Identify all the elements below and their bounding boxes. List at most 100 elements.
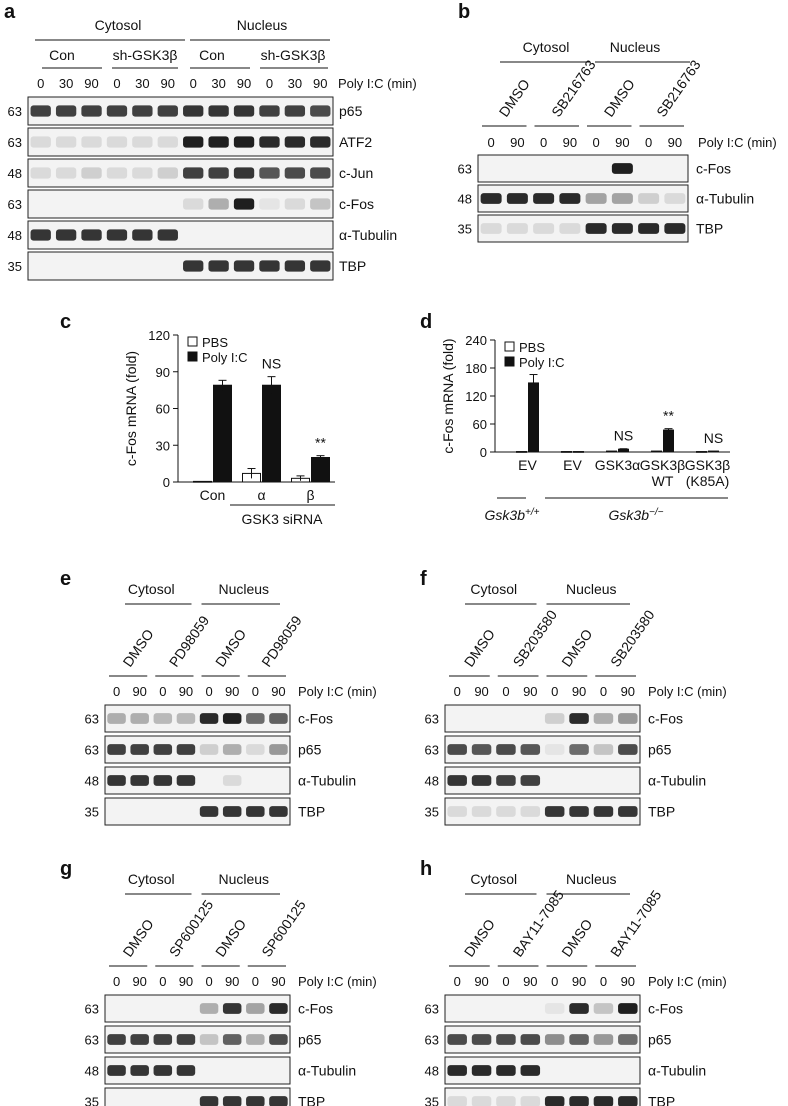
blot-label: TBP <box>696 221 723 237</box>
band <box>310 167 331 179</box>
band <box>30 136 51 148</box>
y-tick-label: 120 <box>148 328 170 343</box>
treatment-label: DMSO <box>496 76 533 120</box>
band <box>107 713 126 724</box>
mw-marker: 63 <box>425 1033 439 1048</box>
band <box>176 713 196 724</box>
blot-label: p65 <box>298 742 322 758</box>
band <box>153 1065 173 1076</box>
blot-label: p65 <box>298 1032 322 1048</box>
band <box>246 1096 265 1106</box>
blot-frame <box>104 1087 291 1106</box>
bar-polyic <box>311 457 330 483</box>
time-label: 90 <box>474 684 488 699</box>
band <box>132 105 153 117</box>
band <box>30 167 51 179</box>
time-label: 90 <box>510 135 524 150</box>
mw-marker: 48 <box>425 1064 439 1079</box>
band <box>208 136 229 148</box>
significance-label: NS <box>262 356 281 372</box>
band <box>107 775 126 786</box>
legend-entry: Poly I:C <box>519 355 565 370</box>
band <box>310 105 331 117</box>
blot-c-Fos: 63 c-Fos <box>425 704 683 733</box>
band <box>506 193 528 204</box>
band <box>310 136 331 148</box>
band <box>246 806 265 817</box>
band <box>593 1096 614 1106</box>
blot-frame <box>104 766 291 795</box>
time-label: 0 <box>252 684 259 699</box>
blot-label: c-Fos <box>298 1001 333 1017</box>
band <box>618 1096 638 1106</box>
time-label: 0 <box>205 974 212 989</box>
band <box>284 260 306 272</box>
band <box>157 136 178 148</box>
band <box>269 1096 288 1106</box>
band <box>480 193 502 204</box>
band <box>284 105 306 117</box>
band <box>480 223 502 234</box>
band <box>269 1003 288 1014</box>
time-label: 90 <box>225 974 239 989</box>
group-label-nucleus: Nucleus <box>218 871 269 887</box>
blot-p65: 63 p65 <box>425 1025 672 1054</box>
treatment-label: DMSO <box>461 916 498 960</box>
blot-label: α-Tubulin <box>298 1063 356 1079</box>
band <box>106 136 128 148</box>
blot-label: α-Tubulin <box>339 227 397 243</box>
band <box>269 744 288 755</box>
treatment-label: PD98059 <box>258 613 305 670</box>
time-label: 90 <box>179 684 193 699</box>
bar-pbs <box>651 450 662 453</box>
blot-ATF2: 63 ATF2 <box>8 127 372 157</box>
band <box>208 260 229 272</box>
band <box>585 193 607 204</box>
y-tick-label: 180 <box>465 361 487 376</box>
significance-label: ** <box>663 408 674 424</box>
band <box>176 775 196 786</box>
band <box>259 260 280 272</box>
band <box>222 1096 242 1106</box>
blot-p65: 63 p65 <box>425 735 672 764</box>
blot-TBP: 35 TBP <box>8 251 366 281</box>
band <box>222 1034 242 1045</box>
group-label-nucleus: Nucleus <box>237 17 288 33</box>
band <box>664 223 686 234</box>
blot-label: TBP <box>298 1094 325 1106</box>
band <box>618 1034 638 1045</box>
mw-marker: 48 <box>425 774 439 789</box>
time-label: 90 <box>523 974 537 989</box>
band <box>130 713 149 724</box>
band <box>520 1096 541 1106</box>
band <box>157 167 178 179</box>
time-label: 0 <box>37 76 44 91</box>
blot-frame <box>27 158 334 188</box>
mw-marker: 48 <box>458 192 472 207</box>
band <box>199 744 219 755</box>
significance-label: NS <box>704 430 723 446</box>
bar-polyic <box>213 384 232 483</box>
band <box>183 198 204 210</box>
time-label: 0 <box>502 684 509 699</box>
blot-c-Fos: 63 c-Fos <box>85 704 333 733</box>
treatment-label: SP600125 <box>258 897 309 960</box>
legend-swatch <box>187 336 198 347</box>
mw-marker: 48 <box>85 774 99 789</box>
group-label-nucleus: Nucleus <box>566 871 617 887</box>
treatment-label: SB216763 <box>548 57 599 120</box>
panel-label-b: b <box>458 1 470 23</box>
y-tick-label: 120 <box>465 389 487 404</box>
time-label: 0 <box>551 684 558 699</box>
band <box>593 713 614 724</box>
blot-p65: 63 p65 <box>85 1025 322 1054</box>
band <box>544 1096 565 1106</box>
blot-label: c-Fos <box>339 196 374 212</box>
x-group-label: GSK3 siRNA <box>242 511 324 527</box>
band <box>176 744 196 755</box>
band <box>496 806 516 817</box>
group-label-cytosol: Cytosol <box>470 581 517 597</box>
bar-polyic <box>708 450 719 453</box>
